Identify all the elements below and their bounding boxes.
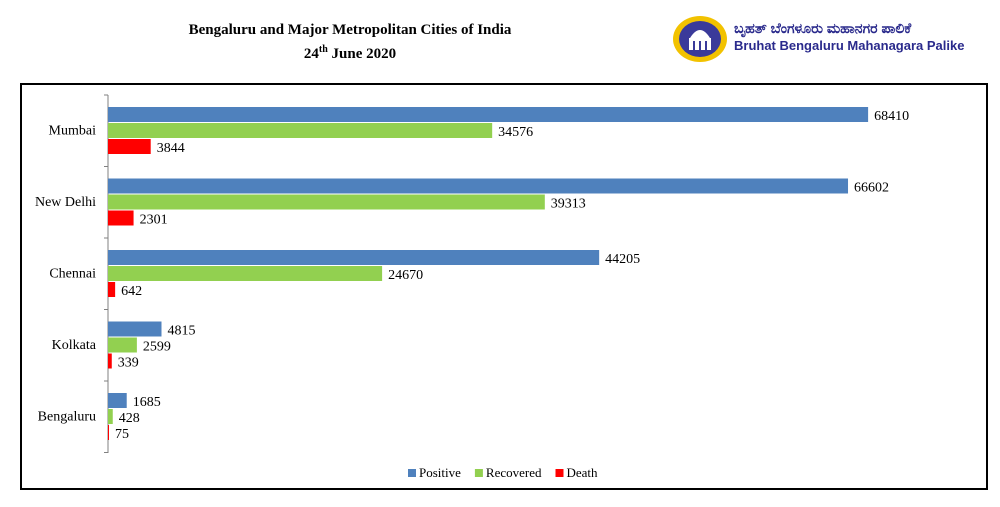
data-label-death-chennai: 642 xyxy=(121,284,142,299)
bar-death-bengaluru xyxy=(108,425,109,440)
logo-text: ಬೃಹತ್ ಬೆಂಗಳೂರು ಮಹಾನಗರ ಪಾಲಿಕೆ Bruhat Beng… xyxy=(734,20,964,54)
title-date-day: 24 xyxy=(303,46,319,62)
data-label-death-new-delhi: 2301 xyxy=(140,213,168,228)
title-line-2: 24th June 2020 xyxy=(100,40,600,64)
bar-recovered-bengaluru xyxy=(108,409,113,424)
bar-death-kolkata xyxy=(108,353,112,369)
data-label-positive-mumbai: 68410 xyxy=(874,109,909,124)
data-label-recovered-kolkata: 2599 xyxy=(143,340,171,355)
logo-kannada: ಬೃಹತ್ ಬೆಂಗಳೂರು ಮಹಾನಗರ ಪಾಲಿಕೆ xyxy=(734,20,912,36)
data-label-recovered-bengaluru: 428 xyxy=(119,411,140,426)
category-label-kolkata: Kolkata xyxy=(52,338,97,353)
emblem-pillar-gap-3 xyxy=(705,41,707,50)
category-label-mumbai: Mumbai xyxy=(49,124,97,139)
bar-death-chennai xyxy=(108,282,116,297)
legend-swatch-recovered xyxy=(474,469,483,477)
legend-label-recovered: Recovered xyxy=(486,465,542,480)
category-label-chennai: Chennai xyxy=(49,267,96,282)
emblem-pillar-gap-1 xyxy=(693,41,695,50)
bar-positive-kolkata xyxy=(108,321,162,337)
legend-swatch-positive xyxy=(408,469,416,477)
data-label-recovered-new-delhi: 39313 xyxy=(551,197,586,212)
emblem-pillar-gap-2 xyxy=(699,41,701,50)
data-label-death-mumbai: 3844 xyxy=(157,141,185,156)
chart-title: Bengaluru and Major Metropolitan Cities … xyxy=(100,20,600,64)
bar-death-mumbai xyxy=(108,139,151,154)
category-label-bengaluru: Bengaluru xyxy=(38,410,96,425)
bar-chart: Mumbai 68410 34576 3844 New Delhi 66602 39313 2… xyxy=(35,94,909,480)
bar-recovered-kolkata xyxy=(108,337,137,353)
data-label-recovered-chennai: 24670 xyxy=(388,268,423,283)
data-label-death-bengaluru: 75 xyxy=(115,427,129,442)
legend-label-positive: Positive xyxy=(419,465,461,480)
category-label-new-delhi: New Delhi xyxy=(35,195,96,210)
data-label-positive-new-delhi: 66602 xyxy=(854,181,889,196)
data-label-death-kolkata: 339 xyxy=(118,356,139,371)
emblem-dome xyxy=(690,30,710,38)
bar-positive-bengaluru xyxy=(108,393,127,408)
bar-recovered-new-delhi xyxy=(108,194,545,210)
data-label-positive-chennai: 44205 xyxy=(605,252,640,267)
title-date-rest: June 2020 xyxy=(327,46,397,62)
legend-swatch-death xyxy=(555,469,564,477)
data-label-positive-kolkata: 4815 xyxy=(168,324,196,339)
data-label-positive-bengaluru: 1685 xyxy=(133,395,161,410)
chart-frame: Mumbai 68410 34576 3844 New Delhi 66602 39313 2… xyxy=(20,83,988,490)
bar-recovered-chennai xyxy=(108,266,383,281)
logo-english: Bruhat Bengaluru Mahanagara Palike xyxy=(734,38,965,53)
bar-positive-new-delhi xyxy=(108,178,849,194)
bar-recovered-mumbai xyxy=(108,123,493,138)
bar-positive-mumbai xyxy=(108,107,869,122)
title-date-suffix: th xyxy=(318,44,328,55)
legend-label-death: Death xyxy=(567,465,599,480)
bar-positive-chennai xyxy=(108,250,600,265)
title-line-1: Bengaluru and Major Metropolitan Cities … xyxy=(188,22,512,38)
bbmp-logo: ಬೃಹತ್ ಬೆಂಗಳೂರು ಮಹಾನಗರ ಪಾಲಿಕೆ Bruhat Beng… xyxy=(672,14,992,64)
data-label-recovered-mumbai: 34576 xyxy=(498,125,533,140)
bbmp-emblem-icon xyxy=(673,16,727,62)
bar-death-new-delhi xyxy=(108,210,134,226)
